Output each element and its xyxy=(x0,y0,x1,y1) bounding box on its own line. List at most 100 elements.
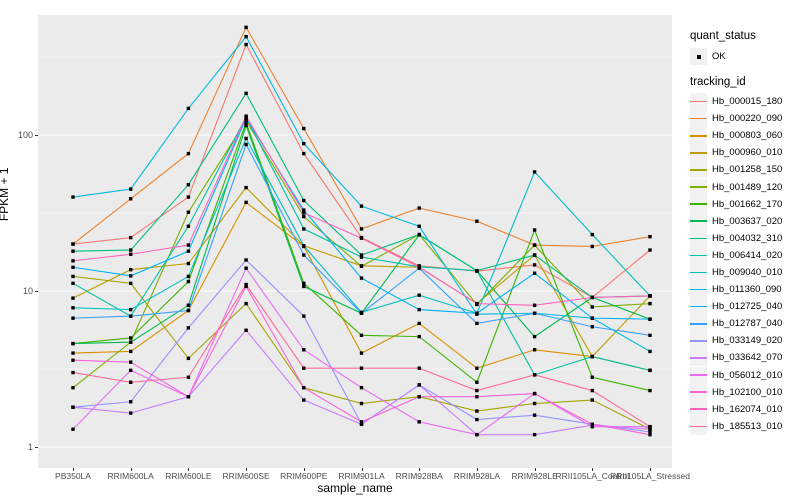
data-point xyxy=(590,354,594,359)
legend-item-label: Hb_033642_070 xyxy=(712,352,783,364)
x-tick-label-RRIM600LA: RRIM600LA xyxy=(107,471,154,481)
data-point xyxy=(475,395,479,399)
data-point xyxy=(648,427,652,431)
data-point xyxy=(302,244,306,248)
data-point xyxy=(244,123,248,128)
data-point xyxy=(71,385,75,390)
x-tick-label-PB350LA: PB350LA xyxy=(55,471,91,481)
x-tick-mark xyxy=(130,468,132,471)
legend-item-Hb_009040_010: Hb_009040_010 xyxy=(690,263,783,281)
legend: quant_status OK tracking_id Hb_000015_18… xyxy=(688,0,800,500)
x-tick-label-RRIM600SE: RRIM600SE xyxy=(222,471,270,481)
series-line-Hb_000015_180 xyxy=(72,43,651,299)
legend-key-box xyxy=(690,332,707,350)
data-point xyxy=(532,271,537,275)
data-point xyxy=(532,311,537,315)
quant-status-value: OK xyxy=(712,51,726,62)
data-point xyxy=(417,307,421,312)
legend-item-label: Hb_102100_010 xyxy=(712,386,783,398)
legend-item-Hb_003637_020: Hb_003637_020 xyxy=(690,212,782,230)
data-point xyxy=(359,253,364,257)
data-point xyxy=(302,141,306,146)
data-point xyxy=(417,265,421,269)
data-point xyxy=(186,224,191,228)
data-point xyxy=(244,136,248,141)
data-point xyxy=(359,236,364,240)
data-point xyxy=(590,305,594,309)
x-tick-label-RRIM600PE: RRIM600PE xyxy=(280,471,328,481)
legend-key-box xyxy=(690,110,707,128)
legend-line-swatch xyxy=(690,305,707,308)
legend-line-swatch xyxy=(690,271,707,274)
data-point xyxy=(590,244,594,249)
legend-item-label: Hb_004032_310 xyxy=(712,232,783,244)
data-point xyxy=(590,388,594,393)
legend-line-swatch xyxy=(690,340,707,342)
legend-item-Hb_012787_040: Hb_012787_040 xyxy=(690,315,782,333)
x-tick-mark xyxy=(303,468,305,471)
legend-key-box xyxy=(690,229,707,247)
legend-key-box xyxy=(690,417,707,435)
legend-item-label: Hb_009040_010 xyxy=(712,266,783,278)
data-point xyxy=(648,333,652,338)
data-point xyxy=(71,281,75,286)
legend-item-Hb_006414_020: Hb_006414_020 xyxy=(690,246,783,264)
data-point xyxy=(648,424,652,429)
data-point xyxy=(129,400,133,404)
data-point xyxy=(302,385,306,390)
y-tick-label: 100 xyxy=(17,130,33,140)
tracking-id-legend-title: tracking_id xyxy=(690,76,746,88)
x-tick-label-RRII105LA_Stressed: RRII105LA_Stressed xyxy=(610,471,690,481)
x-tick-mark xyxy=(534,468,536,471)
data-point xyxy=(129,281,133,286)
data-point xyxy=(417,383,421,387)
data-point xyxy=(71,249,75,253)
data-point xyxy=(186,151,191,156)
x-tick-mark xyxy=(246,468,248,471)
data-point xyxy=(359,255,364,259)
legend-line-swatch xyxy=(690,357,707,359)
data-point xyxy=(475,380,479,384)
data-point xyxy=(590,232,594,237)
data-point xyxy=(590,375,594,379)
legend-item-label: Hb_011360_090 xyxy=(712,284,782,296)
point-marker-icon xyxy=(697,55,701,59)
legend-item-Hb_033149_020: Hb_033149_020 xyxy=(690,332,782,350)
data-point xyxy=(532,373,537,377)
data-point xyxy=(532,391,537,396)
data-point xyxy=(71,195,75,199)
legend-key-box xyxy=(690,281,707,299)
data-point xyxy=(129,411,133,415)
data-point xyxy=(244,120,248,125)
data-point xyxy=(532,263,537,267)
data-point xyxy=(71,370,75,375)
legend-line-swatch xyxy=(690,322,707,325)
data-point xyxy=(186,308,191,313)
legend-key-box xyxy=(690,161,707,179)
data-point xyxy=(648,234,652,239)
data-point xyxy=(129,380,133,384)
data-point xyxy=(244,301,248,306)
data-point xyxy=(129,252,133,256)
data-point xyxy=(244,25,248,30)
legend-key-box xyxy=(690,315,707,333)
x-tick-mark xyxy=(592,468,594,471)
data-point xyxy=(186,249,191,253)
data-point xyxy=(129,314,133,318)
y-tick-label: 10 xyxy=(22,286,33,296)
data-point xyxy=(532,432,537,437)
x-tick-mark xyxy=(188,468,190,471)
data-point xyxy=(244,266,248,270)
data-point xyxy=(71,405,75,409)
data-point xyxy=(129,197,133,201)
data-point xyxy=(475,432,479,437)
data-point xyxy=(186,274,191,279)
data-point xyxy=(475,388,479,393)
data-point xyxy=(590,316,594,320)
data-point xyxy=(475,321,479,326)
data-point xyxy=(186,303,191,307)
legend-line-swatch xyxy=(690,374,707,376)
x-tick-label-RRIM928BA: RRIM928BA xyxy=(395,471,443,481)
legend-item-label: Hb_006414_020 xyxy=(712,249,783,261)
quant-status-legend-key: OK xyxy=(690,48,726,65)
